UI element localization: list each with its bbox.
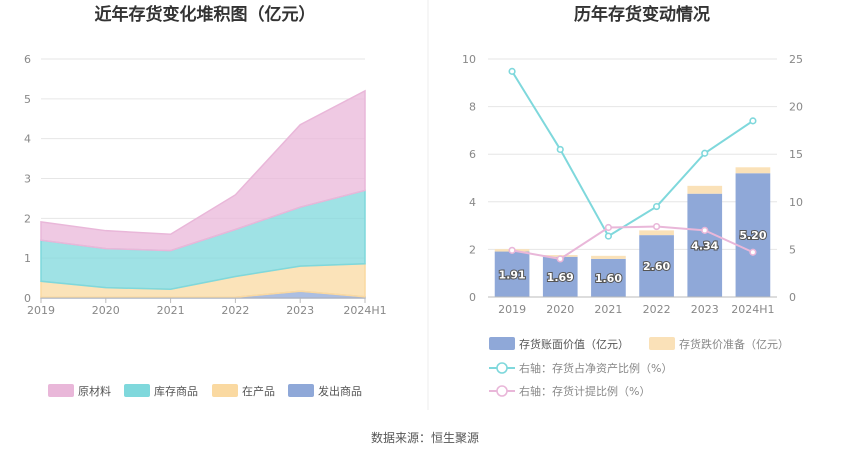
line-point	[652, 202, 661, 211]
left-x-tick-label: 2020	[92, 304, 120, 317]
right-x-tick-label: 2019	[498, 303, 526, 316]
bar-impairment	[735, 167, 771, 174]
left-y-tick-label: 0	[24, 292, 31, 305]
line-point	[701, 226, 709, 234]
legend-label: 在产品	[242, 384, 275, 398]
bar-data-label: 2.60	[643, 260, 670, 273]
right-y-left-tick-label: 4	[469, 196, 476, 209]
bar-data-label: 1.69	[547, 271, 574, 284]
line-point	[652, 222, 661, 231]
legend-swatch	[48, 384, 74, 397]
bar-data-label: 1.91	[499, 268, 526, 281]
legend-swatch	[288, 384, 314, 397]
area-原材料	[40, 89, 366, 252]
right-x-tick-label: 2020	[546, 303, 574, 316]
bar-impairment	[639, 230, 674, 236]
line-point	[749, 117, 757, 125]
legend-label: 发出商品	[318, 384, 362, 398]
right-y-left-tick-label: 10	[462, 53, 476, 66]
left-x-tick-label: 2024H1	[343, 304, 386, 317]
bar-impairment	[591, 255, 626, 259]
bar-book-value	[687, 193, 723, 297]
right-y-left-tick-label: 2	[469, 243, 476, 256]
legend-swatch	[649, 337, 675, 350]
left-chart-title: 近年存货变化堆积图（亿元）	[95, 4, 316, 25]
line-point	[701, 149, 709, 157]
line-point	[749, 248, 757, 256]
bar-book-value	[639, 235, 674, 297]
left-x-tick-label: 2022	[221, 304, 249, 317]
legend-swatch	[124, 384, 150, 397]
right-y-right-tick-label: 10	[789, 196, 803, 209]
bar-data-label: 4.34	[691, 239, 718, 252]
right-y-left-tick-label: 6	[469, 148, 476, 161]
line-point	[508, 246, 516, 254]
right-y-right-tick-label: 0	[789, 291, 796, 304]
right-y-right-tick-label: 20	[789, 101, 803, 114]
bar-book-value	[735, 173, 771, 297]
left-y-tick-label: 5	[24, 93, 31, 106]
right-y-left-tick-label: 8	[469, 101, 476, 114]
legend-marker	[496, 362, 508, 374]
left-y-tick-label: 6	[24, 53, 31, 66]
left-x-tick-label: 2021	[157, 304, 185, 317]
line-point	[508, 67, 516, 75]
legend-label: 右轴：存货占净资产比例（%）	[519, 361, 672, 375]
left-chart-areas	[40, 89, 366, 299]
bar-impairment	[687, 185, 723, 194]
legend-swatch	[489, 337, 515, 350]
left-y-tick-label: 4	[24, 133, 31, 146]
right-chart-gridlines	[488, 58, 777, 298]
right-x-tick-label: 2024H1	[731, 303, 774, 316]
line-inventory-ratio	[511, 70, 754, 238]
right-chart-bars: 1.91 1.69 1.60 2.60 4.34 5.20	[494, 167, 771, 297]
line-provision-ratio	[511, 225, 754, 260]
right-chart-title: 历年存货变动情况	[574, 4, 710, 25]
bar-data-label: 1.60	[595, 272, 622, 285]
left-x-tick-label: 2019	[27, 304, 55, 317]
left-chart-axis: 0 1 2 3 4 5 6 2019 2020 2021 2022 2023 2024H1	[24, 53, 387, 317]
legend-swatch	[212, 384, 238, 397]
left-y-tick-label: 3	[24, 173, 31, 186]
bar-book-value	[591, 258, 626, 297]
line-point	[556, 255, 564, 263]
line-point	[604, 223, 613, 232]
bar-book-value	[494, 251, 530, 297]
right-chart-lines	[508, 67, 757, 263]
right-y-right-tick-label: 25	[789, 53, 803, 66]
legend-label: 右轴：存货计提比例（%）	[519, 384, 650, 398]
legend-label: 存货跌价准备（亿元）	[679, 337, 789, 351]
line-point	[604, 232, 613, 240]
right-y-right-tick-label: 5	[789, 243, 796, 256]
line-point	[556, 145, 564, 154]
left-x-tick-label: 2023	[286, 304, 314, 317]
right-y-right-tick-label: 15	[789, 148, 803, 161]
right-chart-legend: 存货账面价值（亿元） 存货跌价准备（亿元） 右轴：存货占净资产比例（%） 右轴：存货计…	[489, 337, 789, 398]
legend-label: 存货账面价值（亿元）	[519, 337, 629, 351]
legend-marker	[496, 385, 508, 397]
right-x-tick-label: 2022	[643, 303, 671, 316]
right-x-tick-label: 2021	[594, 303, 622, 316]
left-y-tick-label: 2	[24, 212, 31, 225]
right-x-tick-label: 2023	[691, 303, 719, 316]
bar-book-value	[542, 256, 578, 297]
legend-label: 库存商品	[154, 384, 198, 398]
legend-label: 原材料	[78, 384, 111, 398]
left-y-tick-label: 1	[24, 252, 31, 265]
right-chart-axis: 0 2 4 6 8 10 0 5 10 15 20 25 2019 2020 2021 2022 2023 202…	[462, 53, 803, 316]
data-source-footer: 数据来源：恒生聚源	[371, 430, 479, 445]
right-y-left-tick-label: 0	[469, 291, 476, 304]
bar-data-label: 5.20	[739, 229, 766, 242]
left-chart-legend: 原材料 库存商品 在产品 发出商品	[48, 384, 362, 398]
